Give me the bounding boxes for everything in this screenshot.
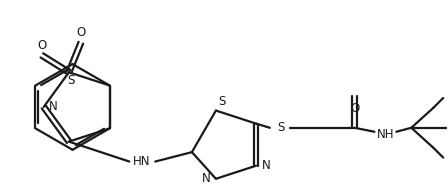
Text: N: N: [262, 159, 270, 172]
Text: N: N: [49, 100, 58, 113]
Text: HN: HN: [133, 155, 150, 168]
Text: O: O: [350, 103, 359, 115]
Text: S: S: [218, 95, 226, 108]
Text: O: O: [76, 26, 86, 39]
Text: NH: NH: [377, 128, 394, 141]
Text: S: S: [277, 121, 284, 134]
Text: N: N: [202, 172, 210, 185]
Text: S: S: [67, 74, 75, 87]
Text: O: O: [37, 39, 47, 52]
